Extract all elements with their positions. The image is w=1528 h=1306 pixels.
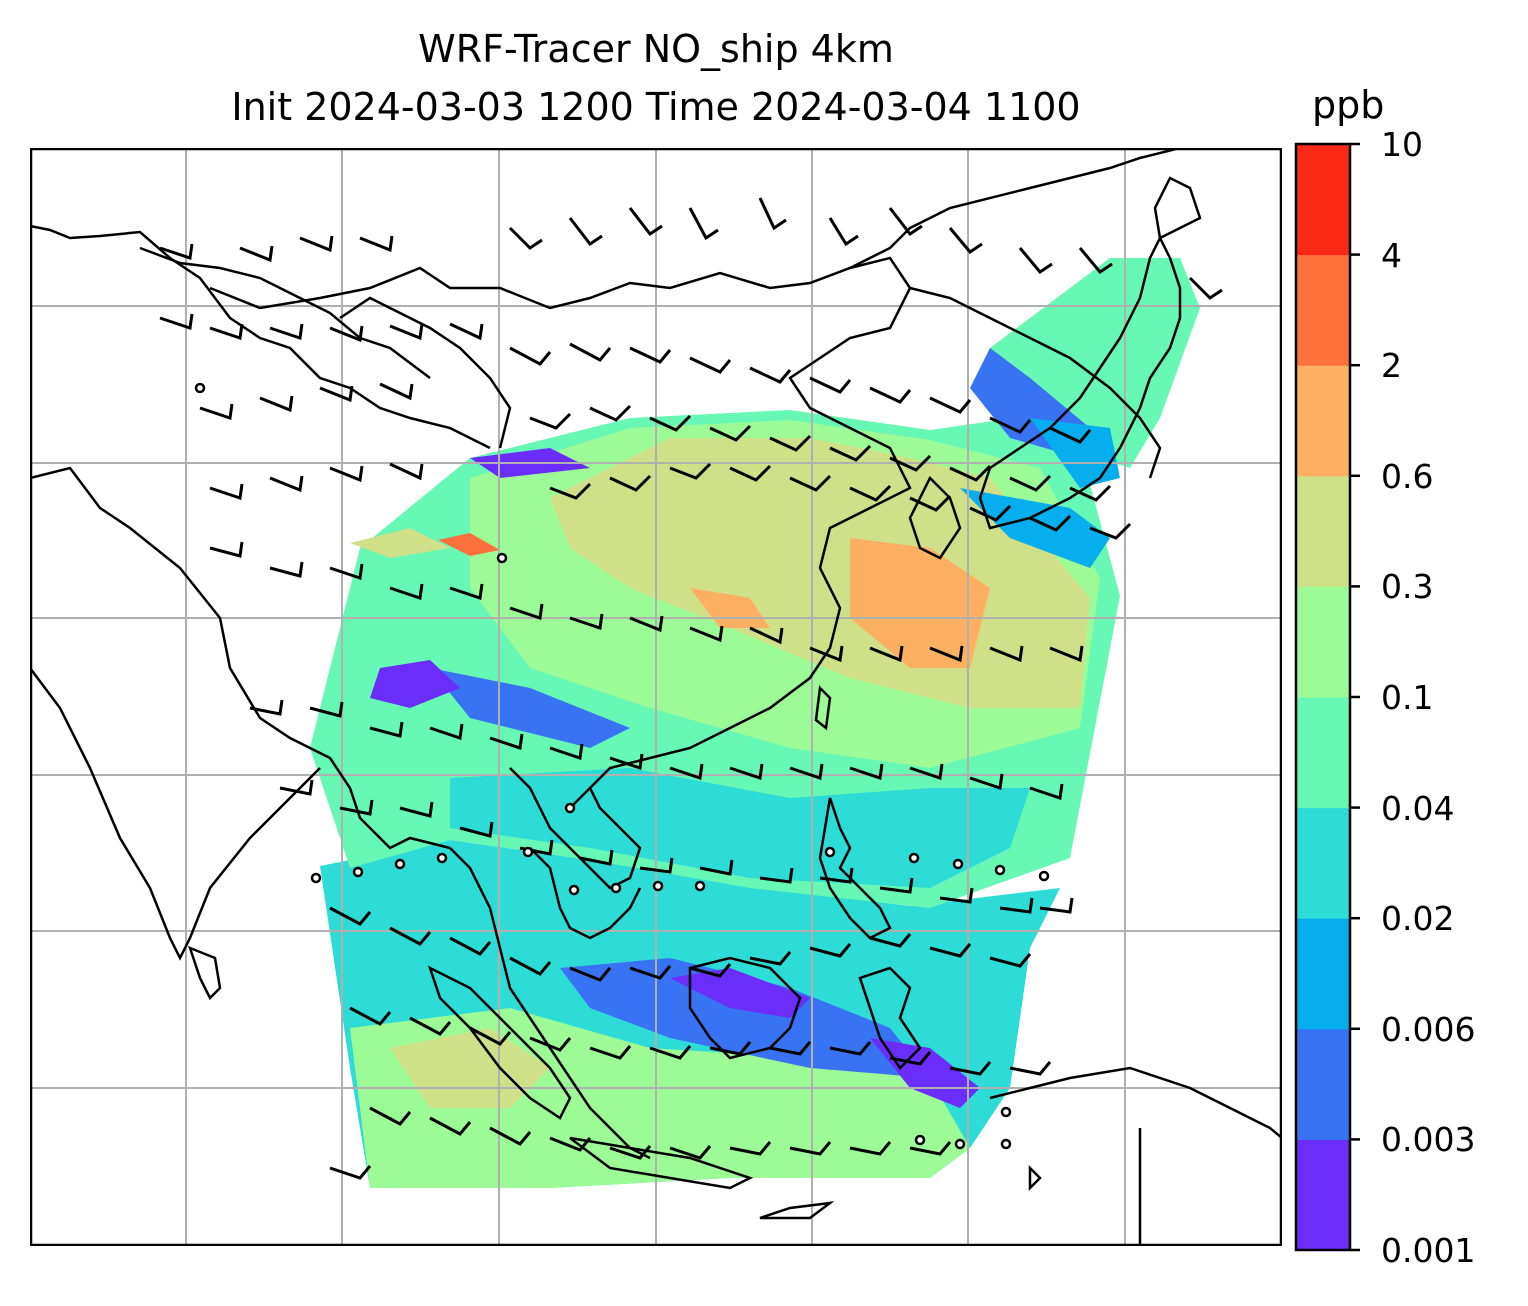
- colorbar-segment: [1296, 1139, 1350, 1251]
- colorbar-tick-label: 0.003: [1381, 1120, 1476, 1160]
- colorbar-tick-label: 0.3: [1381, 567, 1434, 607]
- colorbar-tick-label: 0.04: [1381, 788, 1455, 828]
- colorbar-tick-label: 0.1: [1381, 678, 1434, 717]
- colorbar-segment: [1296, 586, 1350, 698]
- coastlines: [30, 148, 1282, 1246]
- map-gridlines: [30, 148, 1282, 1246]
- colorbar-tick-label: 10: [1381, 125, 1423, 164]
- colorbar-segment: [1296, 918, 1350, 1030]
- chart-title-line1: WRF-Tracer NO_ship 4km: [418, 27, 894, 71]
- map-frame-border: [30, 148, 1282, 1246]
- colorbar-segment: [1296, 1028, 1350, 1140]
- wind-barbs: [159, 197, 1223, 1180]
- colorbar-unit-label: ppb: [1312, 83, 1385, 127]
- station-markers: [194, 382, 1050, 1150]
- colorbar-tick-label: 2: [1381, 346, 1402, 386]
- colorbar: [1294, 142, 1360, 1252]
- colorbar-tick-label: 0.001: [1381, 1231, 1476, 1270]
- colorbar-segment: [1296, 807, 1350, 919]
- colorbar-segment: [1296, 475, 1350, 587]
- colorbar-segment: [1296, 365, 1350, 477]
- colorbar-segment: [1296, 144, 1350, 256]
- concentration-field: [310, 258, 1200, 1188]
- chart-title-line2: Init 2024-03-03 1200 Time 2024-03-04 110…: [231, 85, 1081, 129]
- colorbar-tick-label: 0.006: [1381, 1009, 1476, 1049]
- colorbar-tick-label: 0.6: [1381, 456, 1434, 496]
- colorbar-tick-label: 4: [1381, 235, 1402, 275]
- colorbar-segment: [1296, 254, 1350, 366]
- colorbar-segment: [1296, 697, 1350, 809]
- map-panel[interactable]: [30, 148, 1282, 1246]
- colorbar-tick-label: 0.02: [1381, 899, 1455, 939]
